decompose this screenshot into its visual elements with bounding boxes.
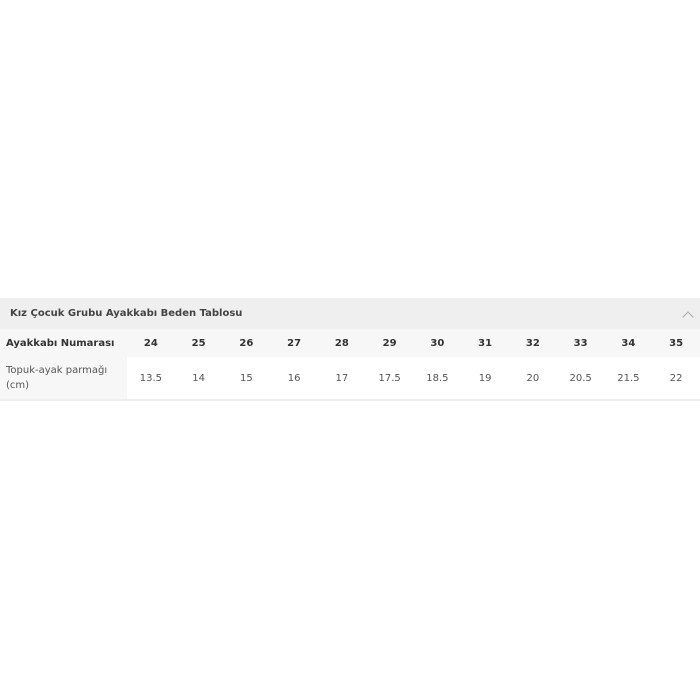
row-header-length: Topuk-ayak parmağı (cm) [0, 357, 127, 401]
size-cell: 24 [127, 329, 175, 357]
length-cell: 17.5 [365, 357, 414, 401]
length-row: Topuk-ayak parmağı (cm) 13.5 14 15 16 17 17.5… [0, 357, 700, 401]
length-cell: 22 [652, 357, 700, 401]
length-cell: 21.5 [604, 357, 653, 401]
size-chart-panel: Kız Çocuk Grubu Ayakkabı Beden Tablosu A… [0, 298, 700, 401]
size-cell: 35 [652, 329, 700, 357]
size-cell: 26 [222, 329, 271, 357]
size-cell: 25 [174, 329, 223, 357]
length-cell: 20.5 [556, 357, 605, 401]
length-cell: 16 [270, 357, 318, 401]
size-cell: 29 [365, 329, 414, 357]
size-cell: 34 [604, 329, 653, 357]
size-cell: 28 [318, 329, 366, 357]
length-cell: 13.5 [127, 357, 175, 401]
length-cell: 17 [318, 357, 366, 401]
row-header-size: Ayakkabı Numarası [0, 329, 127, 357]
length-cell: 19 [461, 357, 509, 401]
size-chart-title: Kız Çocuk Grubu Ayakkabı Beden Tablosu [10, 308, 243, 319]
size-table: Ayakkabı Numarası 24 25 26 27 28 29 30 31 32 33 34… [0, 329, 700, 401]
size-chart-header[interactable]: Kız Çocuk Grubu Ayakkabı Beden Tablosu [0, 298, 700, 329]
size-cell: 33 [556, 329, 605, 357]
size-cell: 31 [461, 329, 509, 357]
size-row: Ayakkabı Numarası 24 25 26 27 28 29 30 31 32 33 34… [0, 329, 700, 357]
size-cell: 27 [270, 329, 318, 357]
length-cell: 15 [222, 357, 271, 401]
length-cell: 14 [174, 357, 223, 401]
chevron-up-icon[interactable] [682, 310, 694, 323]
length-cell: 18.5 [413, 357, 462, 401]
size-cell: 30 [413, 329, 462, 357]
size-cell: 32 [509, 329, 557, 357]
length-cell: 20 [509, 357, 557, 401]
